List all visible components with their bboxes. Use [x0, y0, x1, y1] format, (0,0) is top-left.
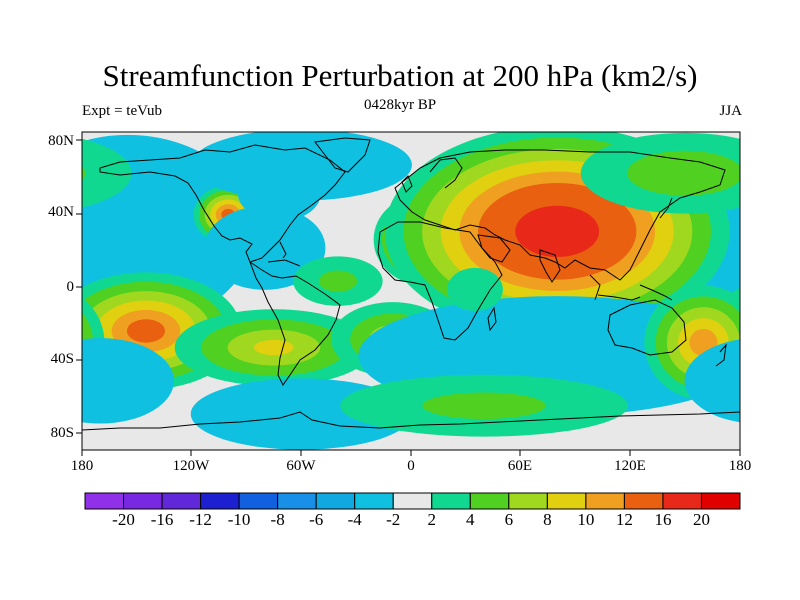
colorbar-swatch-8 [392, 492, 433, 510]
colorbar-label: 2 [427, 510, 437, 529]
colorbar-swatch-15 [662, 492, 702, 510]
lat-label-40n: 40N [48, 204, 74, 220]
colorbar [84, 492, 741, 510]
contour-band-wrap-1-m16 [755, 208, 800, 255]
colorbar-swatch-11 [508, 492, 548, 510]
coastline-layer [82, 137, 740, 431]
contour-band-wrap-14-m6 [738, 375, 740, 386]
colorbar-swatch-1 [123, 492, 163, 510]
colorbar-label: 6 [504, 510, 514, 529]
colorbar-label: 12 [615, 510, 633, 529]
colorbar-swatch-6 [315, 492, 356, 510]
colorbar-label: -16 [150, 510, 174, 529]
contour-band-3-m2 [204, 206, 326, 290]
contour-band-wrap-9-12 [785, 319, 800, 342]
lon-label-180w: 180 [70, 458, 94, 474]
contour-band-wrap-9-10 [770, 310, 800, 352]
colorbar-swatch-9 [431, 492, 471, 510]
lon-label-120e: 120E [614, 458, 646, 474]
axis-ticks [76, 139, 741, 456]
lon-label-0: 0 [407, 458, 415, 474]
contour-band-wrap-7-4 [82, 165, 86, 181]
colorbar-label: -4 [347, 510, 362, 529]
contour-band-17-4 [318, 270, 358, 292]
lat-label-equator: 0 [66, 279, 75, 295]
contour-band-wrap-9-6 [739, 324, 740, 338]
contour-band-wrap-9-8 [754, 300, 800, 361]
colorbar-label: -20 [112, 510, 135, 529]
colorbar-label: 16 [654, 510, 672, 529]
lon-label-60w: 60W [286, 458, 316, 474]
colorbar-swatch-10 [469, 492, 510, 510]
lat-label-80n: 80N [48, 133, 74, 149]
colorbar-swatch-16 [700, 492, 741, 510]
colorbar-label: 8 [543, 510, 552, 529]
colorbar-label: 4 [466, 510, 475, 529]
contour-fill-layer [82, 132, 800, 450]
contour-band-14-m2 [82, 338, 174, 424]
contour-band-18-2 [447, 267, 503, 312]
colorbar-swatch-14 [623, 492, 664, 510]
colorbar-swatch-2 [161, 492, 202, 510]
colorbar-label: 10 [577, 510, 595, 529]
colorbar-label: -8 [270, 510, 285, 529]
colorbar-label: -12 [189, 510, 212, 529]
colorbar-swatch-12 [546, 492, 587, 510]
contour-band-9-12 [126, 319, 166, 343]
lon-label-120w: 120W [172, 458, 210, 474]
page-title: Streamfunction Perturbation at 200 hPa (… [102, 58, 698, 93]
contour-band-16-4 [422, 392, 546, 419]
contour-band-10-8 [254, 339, 294, 356]
colorbar-swatch-5 [277, 492, 317, 510]
colorbar-label: -10 [227, 510, 251, 529]
contour-band-wrap-13-4 [82, 312, 94, 373]
season-label: JJA [719, 103, 742, 119]
lon-label-180e: 180 [728, 458, 752, 474]
contour-band-wrap-14-m2 [684, 339, 740, 423]
lat-label-80s: 80S [50, 425, 74, 441]
colorbar-label: -2 [386, 510, 401, 529]
lat-label-40s: 40S [50, 351, 74, 367]
contour-band-6-16 [515, 205, 600, 257]
colorbar-swatch-4 [238, 492, 279, 510]
contour-band-7-4 [627, 150, 740, 196]
colorbar-swatch-0 [84, 492, 125, 510]
colorbar-label: -6 [309, 510, 324, 529]
experiment-label: Expt = teVub [82, 103, 163, 119]
colorbar-swatch-7 [354, 492, 394, 510]
subtitle: 0428kyr BP [363, 97, 437, 113]
lon-label-60e: 60E [507, 458, 533, 474]
colorbar-swatch-3 [200, 492, 240, 510]
colorbar-label: 20 [692, 510, 710, 529]
contour-band-8-m2 [190, 132, 412, 201]
colorbar-swatch-13 [585, 492, 625, 510]
